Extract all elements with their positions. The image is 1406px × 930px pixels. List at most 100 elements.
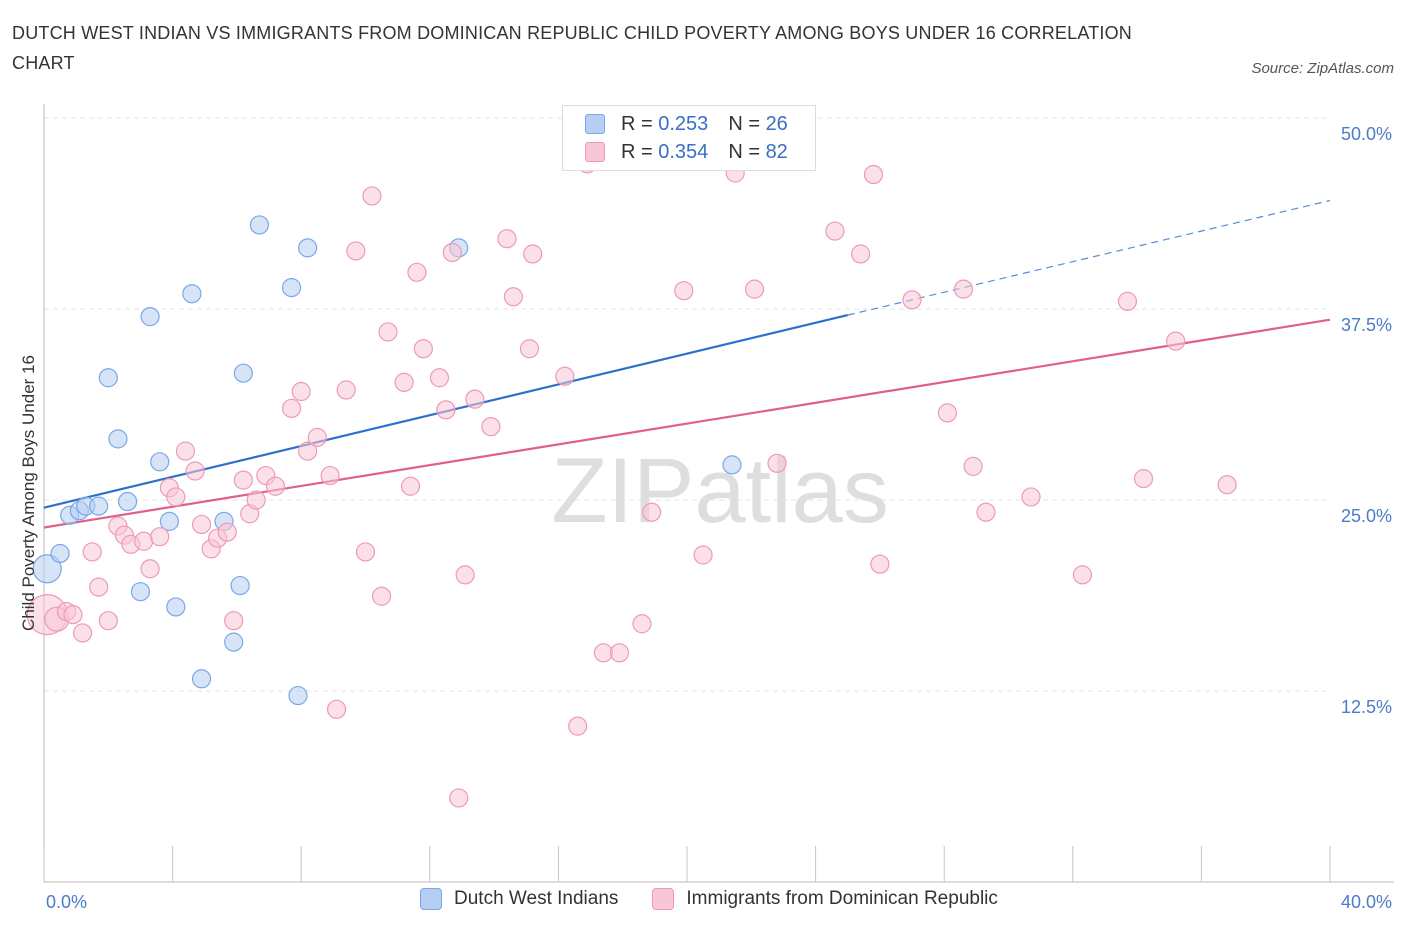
point-dominican <box>217 522 237 542</box>
point-dominican <box>336 380 356 400</box>
point-dominican <box>497 229 517 249</box>
n-value: 26 <box>765 112 788 135</box>
point-dominican <box>63 604 83 625</box>
point-dominican <box>346 241 366 261</box>
point-dutch-west-indians <box>182 284 202 304</box>
stats-legend: R = 0.253 N = 26 R = 0.354 N = 82 <box>562 105 816 171</box>
point-dominican <box>963 456 983 476</box>
y-axis-label: Child Poverty Among Boys Under 16 <box>19 355 38 631</box>
n-value: 82 <box>765 140 788 163</box>
point-dominican <box>362 186 382 206</box>
point-dutch-west-indians <box>224 632 244 652</box>
point-dominican <box>1072 565 1093 585</box>
point-dominican <box>442 242 462 263</box>
point-dominican <box>519 339 540 359</box>
point-dutch-west-indians <box>108 429 128 449</box>
r-label: R = <box>621 112 653 135</box>
point-dominican <box>953 279 974 299</box>
point-dutch-west-indians <box>140 307 160 327</box>
legend-swatch-blue <box>585 114 605 134</box>
legend-label: Dutch West Indians <box>454 888 619 909</box>
point-dominican <box>175 441 196 461</box>
point-dominican <box>455 565 475 585</box>
x-tick-label: 40.0% <box>1341 892 1392 912</box>
n-label: N = <box>728 140 760 163</box>
point-dominican <box>291 381 311 402</box>
point-dominican <box>693 545 713 565</box>
point-dominican <box>298 441 318 461</box>
point-dominican <box>140 559 160 579</box>
point-dutch-west-indians <box>159 511 179 531</box>
point-dutch-west-indians <box>298 238 318 258</box>
point-dominican <box>870 554 890 574</box>
point-dutch-west-indians <box>150 452 170 472</box>
point-dominican <box>863 164 884 185</box>
grid-lines <box>44 117 1330 692</box>
point-dominican <box>568 716 588 736</box>
tick-labels: 12.5% 25.0% 37.5% 50.0% 0.0% 40.0% <box>46 124 1392 912</box>
point-dominican <box>185 461 205 481</box>
point-dutch-west-indians <box>89 496 109 516</box>
point-dominican <box>166 487 186 507</box>
point-dominican <box>902 290 922 310</box>
legend-label: Immigrants from Dominican Republic <box>686 888 998 909</box>
point-dominican <box>191 514 212 535</box>
point-dominican <box>976 502 996 522</box>
point-dominican <box>609 643 630 663</box>
point-dominican <box>1217 475 1237 495</box>
series-legend: Dutch West Indians Immigrants from Domin… <box>420 888 1032 910</box>
point-dominican <box>98 611 118 631</box>
point-dominican <box>89 577 109 597</box>
point-dutch-west-indians <box>130 582 151 602</box>
point-dutch-west-indians <box>32 554 62 584</box>
trend-line-extension <box>847 199 1331 316</box>
legend-item-dutch-west-indians: Dutch West Indians <box>420 888 618 910</box>
point-dominican <box>413 339 433 359</box>
point-dominican <box>1133 469 1154 489</box>
point-dominican <box>281 398 302 418</box>
point-dominican <box>394 372 414 392</box>
point-dominican <box>429 368 450 388</box>
point-dominican <box>744 279 765 299</box>
point-dutch-west-indians <box>50 543 70 564</box>
point-dominican <box>320 465 340 486</box>
r-value: 0.354 <box>658 140 709 163</box>
point-dominican <box>937 403 958 423</box>
point-dominican <box>465 389 485 409</box>
point-dominican <box>767 453 787 473</box>
point-dominican <box>378 322 398 342</box>
watermark: ZIPatlas <box>551 440 888 542</box>
point-dominican <box>224 611 244 631</box>
point-dominican <box>642 502 662 522</box>
point-dominican <box>436 400 456 420</box>
n-label: N = <box>728 112 760 135</box>
point-dominican <box>1166 331 1186 351</box>
point-dominican <box>555 366 575 386</box>
legend-swatch-pink <box>585 142 605 162</box>
point-dominican <box>503 287 523 307</box>
legend-swatch-blue <box>420 888 442 910</box>
data-points <box>26 154 1237 808</box>
y-tick-label: 50.0% <box>1341 124 1392 144</box>
point-dominican <box>851 244 871 264</box>
x-tick-label: 0.0% <box>46 892 87 912</box>
r-value: 0.253 <box>658 112 709 135</box>
point-dominican <box>326 699 347 719</box>
y-tick-label: 37.5% <box>1341 315 1392 335</box>
point-dominican <box>246 490 266 510</box>
axes <box>43 104 1394 883</box>
point-dominican <box>371 586 392 606</box>
source-label: Source: ZipAtlas.com <box>1251 60 1394 77</box>
legend-item-dominican: Immigrants from Dominican Republic <box>652 888 998 910</box>
point-dominican <box>674 281 694 301</box>
point-dominican <box>593 643 614 663</box>
point-dominican <box>407 262 427 282</box>
stats-row-dutch-west-indians: R = 0.253 N = 26 <box>585 110 788 138</box>
point-dutch-west-indians <box>191 669 212 689</box>
point-dominican <box>233 470 253 490</box>
chart-title: DUTCH WEST INDIAN VS IMMIGRANTS FROM DOM… <box>12 23 1133 73</box>
point-dominican <box>72 623 93 643</box>
r-label: R = <box>621 140 653 163</box>
point-dominican <box>1117 291 1138 311</box>
